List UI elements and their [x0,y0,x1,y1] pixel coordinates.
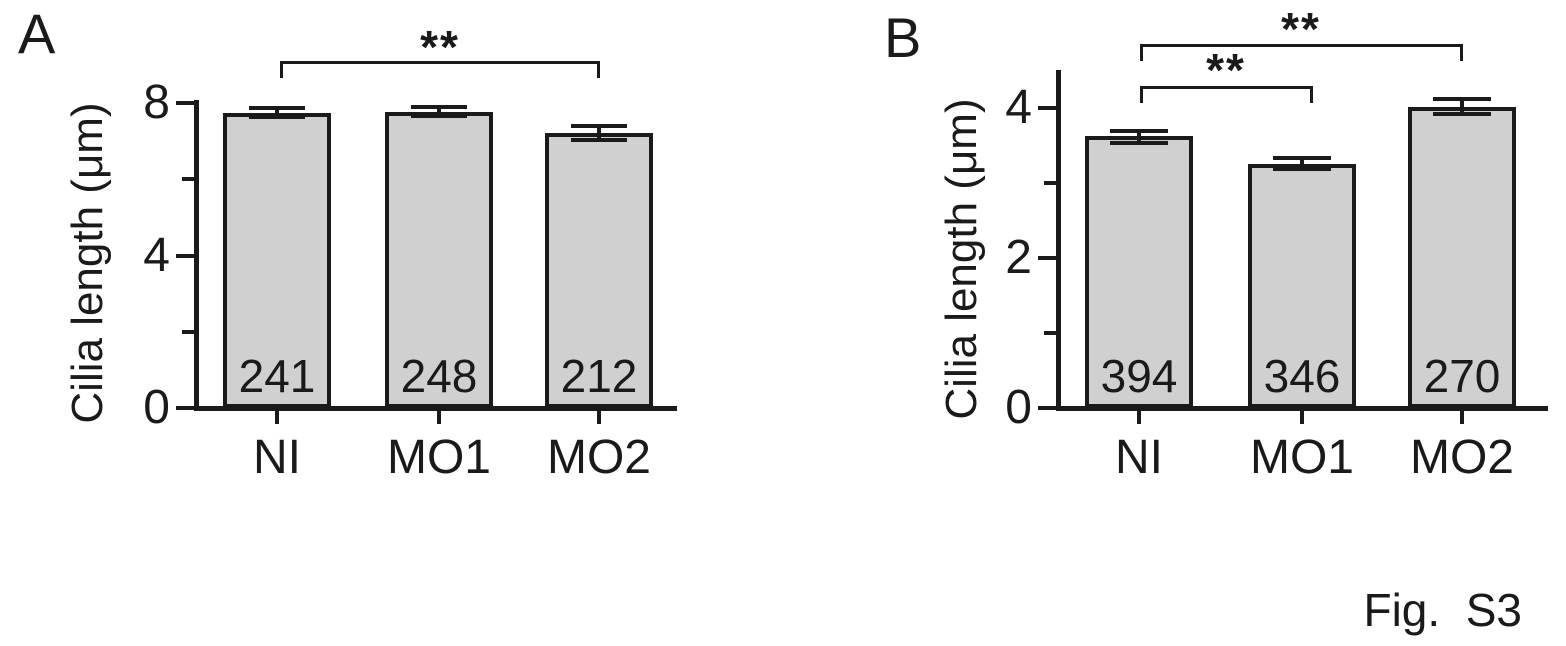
panel-letter-b: B [884,6,922,69]
y-tick-minor-1 [1044,331,1056,335]
error-bar-line [1137,130,1141,143]
sig-bracket-end-right [1310,86,1313,103]
error-bar-cap-top [571,124,627,129]
bar-mo1 [385,112,493,408]
y-tick-major-0 [1038,406,1056,410]
y-tick-major-4 [1038,106,1056,110]
significance-label: ** [420,21,460,73]
bar-mo1 [1248,164,1356,408]
x-axis-line-a [194,406,677,411]
error-bar-cap-bottom [1433,112,1491,116]
x-tick [275,410,279,424]
error-bar-cap-bottom [571,137,627,142]
error-bar-line [1300,158,1304,169]
error-bar-cap-top [1433,97,1491,101]
x-category-label: MO2 [546,431,651,484]
figure-number-label: Fig. S3 [1363,584,1522,636]
bar-count-label: 346 [1263,350,1341,402]
significance-label: ** [1281,3,1321,55]
y-tick-label: 4 [143,229,170,282]
y-tick-major-0 [176,406,194,410]
y-tick-minor-2 [182,330,194,334]
x-tick [597,410,601,424]
x-category-label: NI [253,431,301,484]
sig-bracket-end-left [1140,86,1143,103]
error-bar-cap-bottom [249,115,305,120]
y-tick-major-2 [1038,256,1056,260]
y-tick-label: 2 [1005,231,1032,284]
sig-bracket-line [1140,44,1463,47]
y-tick-label: 0 [143,381,170,434]
bar-ni [1085,136,1193,408]
error-bar-line [275,108,279,118]
sig-bracket-end-left [1140,44,1143,61]
x-category-label: NI [1115,431,1163,484]
error-bar-line [1460,99,1464,114]
y-axis-line-b [1056,70,1061,411]
error-bar-cap-top [249,106,305,111]
y-axis-line-a [194,100,199,411]
y-tick-label: 8 [143,76,170,129]
error-bar-cap-bottom [411,114,467,119]
y-tick-minor-3 [1044,181,1056,185]
x-tick [437,410,441,424]
error-bar-line [437,107,441,117]
y-tick-label: 4 [1005,81,1032,134]
y-tick-label: 0 [1005,381,1032,434]
sig-bracket-line [280,61,600,64]
y-tick-minor-6 [182,177,194,181]
error-bar-cap-top [411,105,467,109]
error-bar-cap-bottom [1273,166,1331,171]
bar-mo2 [1408,107,1516,408]
x-tick [1137,410,1141,424]
x-category-label: MO1 [386,431,491,484]
x-tick [1460,410,1464,424]
bar-count-label: 248 [400,350,478,402]
sig-bracket-line [1140,86,1313,89]
bar-count-label: 241 [238,350,316,402]
sig-bracket-end-right [597,61,600,78]
bar-count-label: 270 [1423,350,1501,402]
significance-label: ** [1206,44,1246,96]
sig-bracket-end-left [280,61,283,78]
sig-bracket-end-right [1460,44,1463,61]
y-tick-major-8 [176,101,194,105]
x-axis-line-b [1056,406,1548,411]
x-category-label: MO1 [1249,431,1354,484]
x-tick [1300,410,1304,424]
y-tick-major-4 [176,254,194,258]
error-bar-cap-top [1273,156,1331,161]
error-bar-cap-bottom [1110,140,1168,145]
x-category-label: MO2 [1409,431,1514,484]
error-bar-cap-top [1110,128,1168,133]
bar-count-label: 212 [560,350,638,402]
error-bar-line [597,126,601,140]
bar-count-label: 394 [1100,350,1178,402]
panel-letter-a: A [18,2,56,65]
